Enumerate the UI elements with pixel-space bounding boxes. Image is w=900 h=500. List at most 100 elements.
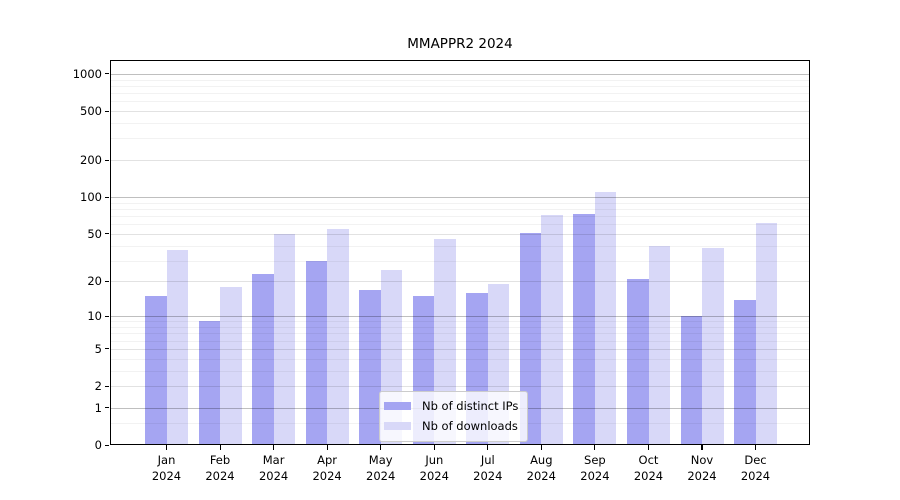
y-tick-mark-20 (104, 280, 109, 283)
legend-entry-distinct-ips: Nb of distinct IPs (384, 396, 518, 416)
x-tick-mark-jun (433, 445, 435, 450)
gridline-50 (110, 233, 810, 235)
bar-distinct-ips-mar (252, 274, 274, 445)
x-tick-mark-sep (594, 445, 596, 450)
gridline-600 (110, 101, 810, 103)
y-tick-label-20: 20 (87, 274, 102, 289)
legend-label-distinct-ips: Nb of distinct IPs (422, 399, 519, 413)
x-tick-mark-nov (701, 445, 703, 450)
y-tick-mark-1 (104, 407, 109, 409)
y-tick-mark-2 (104, 385, 109, 387)
gridline-5 (110, 348, 810, 350)
y-tick-label-200: 200 (80, 153, 102, 168)
bar-downloads-apr (327, 228, 349, 445)
y-tick-label-500: 500 (80, 104, 102, 118)
gridline-20 (110, 281, 810, 283)
x-tick-label-jun: Jun 2024 (419, 453, 449, 483)
y-tick-mark-5 (104, 348, 109, 350)
y-tick-mark-500 (104, 110, 109, 112)
gridline-200 (110, 160, 810, 162)
legend-swatch-distinct-ips (384, 402, 411, 410)
y-tick-label-1000: 1000 (72, 66, 102, 81)
x-tick-label-jul: Jul 2024 (473, 453, 503, 483)
bar-distinct-ips-feb (198, 321, 220, 445)
x-tick-label-apr: Apr 2024 (312, 453, 342, 483)
bar-distinct-ips-sep (573, 213, 595, 445)
bar-distinct-ips-nov (680, 316, 702, 445)
x-tick-label-aug: Aug 2024 (526, 453, 556, 483)
y-tick-label-10: 10 (87, 309, 102, 324)
bar-downloads-oct (648, 245, 670, 445)
gridline-8 (110, 327, 810, 328)
x-tick-label-oct: Oct 2024 (633, 453, 664, 483)
y-tick-mark-50 (104, 233, 109, 235)
gridline-700 (110, 93, 810, 94)
bar-distinct-ips-apr (305, 260, 328, 445)
gridline-300 (110, 138, 810, 140)
x-tick-mark-apr (326, 445, 328, 450)
y-tick-label-0: 0 (94, 438, 102, 452)
bar-downloads-nov (702, 248, 724, 445)
gridline-80 (110, 208, 810, 210)
x-tick-label-may: May 2024 (366, 453, 396, 483)
gridline-7 (110, 333, 810, 335)
gridline-10 (110, 316, 810, 318)
gridline-100 (110, 197, 810, 199)
y-tick-label-1: 1 (94, 400, 102, 415)
x-tick-mark-aug (540, 445, 542, 450)
gridline-70 (110, 216, 810, 217)
gridline-90 (110, 202, 810, 204)
chart-title: MMAPPR2 2024 (407, 36, 513, 52)
x-tick-mark-jan (165, 445, 168, 450)
bar-downloads-mar (273, 233, 296, 445)
x-tick-label-sep: Sep 2024 (580, 453, 610, 483)
bar-distinct-ips-may (359, 289, 381, 445)
gridline-6 (110, 340, 810, 342)
bar-distinct-ips-jan (145, 296, 167, 445)
bar-downloads-sep (594, 192, 617, 445)
gridline-1000 (110, 73, 810, 75)
gridline-400 (110, 123, 810, 124)
bar-downloads-dec (755, 223, 777, 445)
legend-entry-downloads: Nb of downloads (384, 416, 518, 436)
y-tick-label-5: 5 (94, 341, 102, 356)
x-tick-mark-feb (219, 445, 221, 450)
x-tick-label-dec: Dec 2024 (740, 453, 771, 483)
bar-distinct-ips-oct (627, 278, 649, 445)
bar-distinct-ips-dec (734, 299, 756, 445)
gridline-2 (110, 386, 810, 387)
x-tick-mark-may (380, 445, 382, 450)
y-tick-mark-200 (104, 159, 109, 161)
x-tick-label-mar: Mar 2024 (258, 453, 289, 483)
plot-area: 1000 500 200 100 50 20 10 5 2 1 0 Jan 2024 Feb 2024 Mar… (73, 60, 810, 483)
x-tick-mark-dec (754, 445, 757, 450)
x-tick-label-nov: Nov 2024 (687, 453, 717, 483)
gridline-800 (110, 85, 810, 87)
bar-downloads-aug (541, 215, 563, 445)
y-tick-label-100: 100 (80, 190, 102, 205)
gridline-40 (110, 245, 810, 247)
x-tick-mark-jul (487, 445, 489, 450)
gridline-30 (110, 260, 810, 262)
x-tick-mark-oct (647, 445, 650, 450)
legend-label-downloads: Nb of downloads (422, 419, 518, 433)
y-tick-label-2: 2 (94, 379, 102, 393)
y-tick-mark-1000 (104, 73, 109, 75)
bar-downloads-feb (220, 286, 242, 445)
gridline-900 (110, 79, 810, 81)
bar-downloads-jan (166, 249, 188, 445)
x-tick-label-feb: Feb 2024 (205, 453, 235, 483)
gridline-500 (110, 111, 810, 112)
y-tick-label-50: 50 (87, 226, 102, 241)
legend-swatch-downloads (384, 422, 411, 430)
legend: Nb of distinct IPs Nb of downloads (379, 391, 529, 442)
x-tick-label-jan: Jan 2024 (151, 453, 182, 483)
y-tick-mark-100 (104, 196, 109, 198)
gridline-9 (110, 321, 810, 323)
y-tick-mark-0 (104, 444, 109, 446)
x-tick-mark-mar (273, 445, 275, 450)
y-tick-mark-10 (104, 315, 109, 317)
gridline-4 (110, 358, 810, 360)
gridline-3 (110, 370, 810, 372)
